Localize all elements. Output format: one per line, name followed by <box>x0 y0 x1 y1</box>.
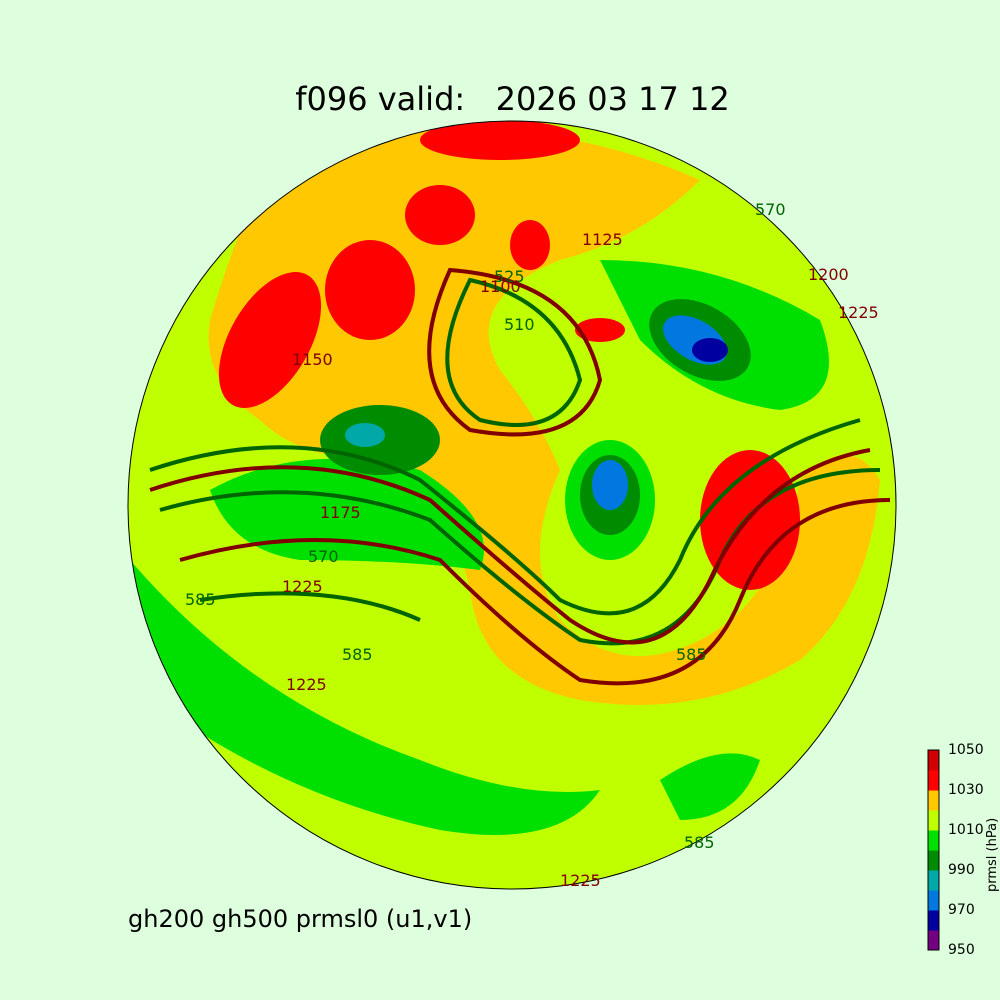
contour-label: 510 <box>504 315 535 334</box>
colorbar-band <box>928 770 939 791</box>
colorbar-band <box>928 750 939 771</box>
colorbar <box>927 749 940 951</box>
contour-label: 1125 <box>582 230 623 249</box>
contour-label: 585 <box>684 833 715 852</box>
colorbar-tick: 990 <box>948 862 975 878</box>
colorbar-tick: 1030 <box>948 782 984 798</box>
contour-label: 570 <box>308 547 339 566</box>
colorbar-band <box>928 850 939 871</box>
colorbar-band <box>928 910 939 931</box>
gh200-contour <box>149 448 871 645</box>
globe-outline <box>127 120 897 890</box>
contour-label: 1150 <box>292 350 333 369</box>
contour-label: 525 <box>494 267 525 286</box>
contour-label: 1175 <box>320 503 361 522</box>
colorbar-label: prmsl (hPa) <box>985 817 1000 892</box>
contour-label: 585 <box>185 590 216 609</box>
gh200-contour <box>427 267 603 437</box>
contour-labels: 570 585 585 585 585 570 525 510 1175 122… <box>185 200 879 890</box>
prmsl-fill <box>128 121 896 889</box>
gh500-contour <box>199 591 421 622</box>
colorbar-band <box>928 890 939 911</box>
colorbar-band <box>928 810 939 831</box>
contour-label: 570 <box>755 200 786 219</box>
gh500-contour <box>445 277 583 427</box>
contour-label: 1225 <box>838 303 879 322</box>
colorbar-outline <box>927 749 940 951</box>
colorbar-band <box>928 790 939 811</box>
gh500-contour <box>149 418 861 616</box>
colorbar-band <box>928 930 939 951</box>
colorbar-tick: 950 <box>948 942 975 958</box>
gh200-contour <box>179 498 891 686</box>
contour-label: 1225 <box>560 871 601 890</box>
colorbar-tick: 1010 <box>948 822 984 838</box>
colorbar-band <box>928 830 939 851</box>
gh200-contours <box>149 267 891 686</box>
colorbar-band <box>928 870 939 891</box>
map-title: f096 valid: 2026 03 17 12 <box>295 80 730 118</box>
colorbar-tick: 970 <box>948 902 975 918</box>
colorbar-tick: 1050 <box>948 742 984 758</box>
contour-label: 585 <box>342 645 373 664</box>
contour-label: 1225 <box>282 577 323 596</box>
contour-label: 1100 <box>480 277 521 296</box>
map-subtitle: gh200 gh500 prmsl0 (u1,v1) <box>128 905 473 933</box>
contour-label: 1225 <box>286 675 327 694</box>
contour-label: 585 <box>676 645 707 664</box>
contour-label: 1200 <box>808 265 849 284</box>
